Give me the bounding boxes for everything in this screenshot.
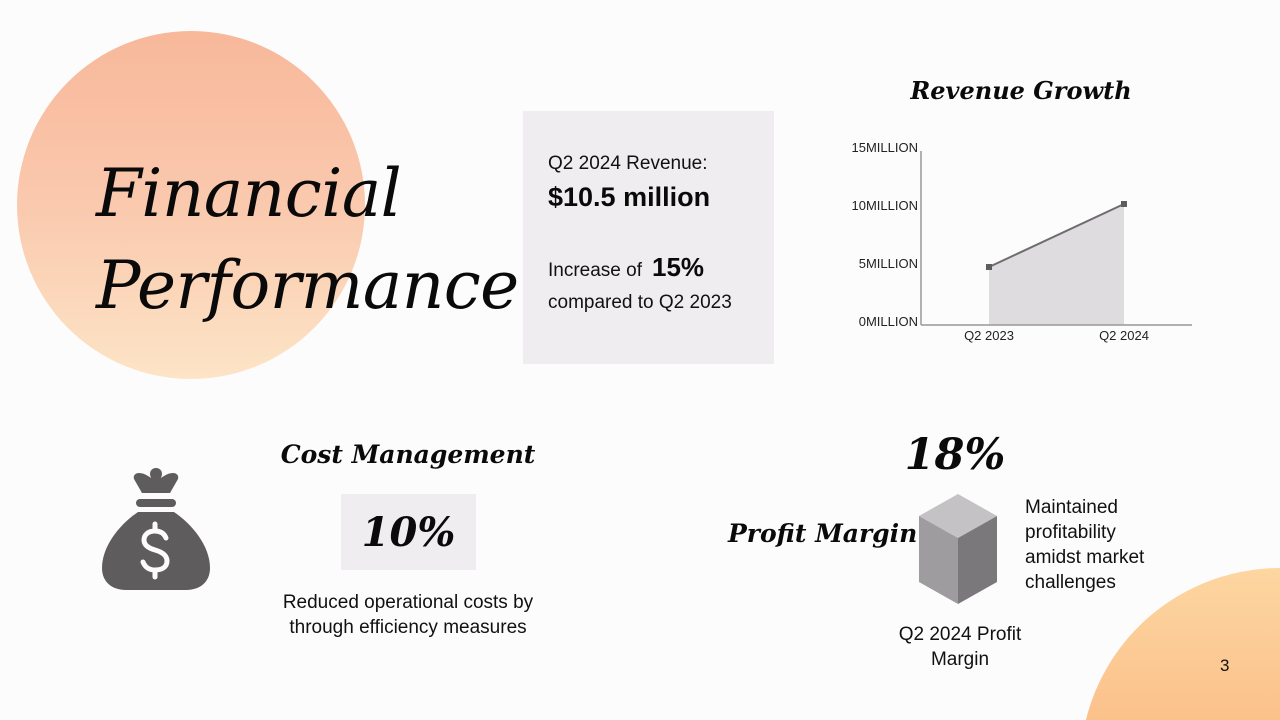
revenue-growth-chart: 15MILLION 10MILLION 5MILLION 0MILLION Q2… (840, 130, 1200, 350)
pm-caption-line-2: Margin (930, 649, 990, 670)
cost-reduction-value: 10% (341, 494, 476, 570)
data-point-q2-2023 (986, 264, 992, 270)
cost-description-line-2: through efficiency measures (289, 617, 527, 638)
cost-description: Reduced operational costs by through eff… (248, 590, 568, 640)
profit-margin-title: Profit Margin (728, 519, 918, 548)
y-tick-5: 5MILLION (858, 256, 918, 271)
data-line (988, 203, 1125, 268)
y-tick-0: 0MILLION (858, 314, 918, 329)
cost-description-line-1: Reduced operational costs by (282, 592, 534, 613)
page-number: 3 (1220, 656, 1230, 675)
pm-desc-line-3: amidst market (1025, 547, 1145, 568)
increase-row: Increase of 15% (548, 251, 774, 287)
pm-desc-line-1: Maintained (1025, 497, 1118, 518)
title-line-2: Performance (96, 247, 519, 324)
data-point-q2-2024 (1121, 201, 1127, 207)
title-line-1: Financial (96, 155, 402, 232)
revenue-value: $10.5 million (548, 182, 711, 212)
slide-title: Financial Performance (96, 148, 519, 332)
chart-plot (920, 151, 1192, 326)
area-fill (989, 204, 1124, 325)
chart-title: Revenue Growth (910, 76, 1132, 105)
pm-desc-line-4: challenges (1025, 572, 1116, 593)
profit-margin-description: Maintained profitability amidst market c… (1025, 495, 1195, 595)
profit-margin-value: 18% (904, 430, 1006, 480)
pm-caption-line-1: Q2 2024 Profit (898, 624, 1022, 645)
money-bag-icon (102, 468, 210, 590)
x-tick-q2-2024: Q2 2024 (1099, 328, 1149, 343)
cube-icon (919, 494, 997, 604)
x-tick-q2-2023: Q2 2023 (964, 328, 1014, 343)
y-tick-15: 15MILLION (851, 140, 918, 155)
comparison-text: compared to Q2 2023 (548, 292, 732, 313)
cost-management-title: Cost Management (280, 440, 536, 469)
increase-prefix: Increase of (548, 260, 642, 281)
profit-margin-caption: Q2 2024 Profit Margin (870, 622, 1050, 672)
decorative-circle-top-left (17, 31, 365, 379)
increase-percent: 15% (652, 252, 705, 282)
pm-desc-line-2: profitability (1025, 522, 1116, 543)
revenue-label: Q2 2024 Revenue: (548, 153, 708, 174)
y-tick-10: 10MILLION (851, 198, 918, 213)
revenue-card: Q2 2024 Revenue: $10.5 million Increase … (523, 111, 774, 364)
